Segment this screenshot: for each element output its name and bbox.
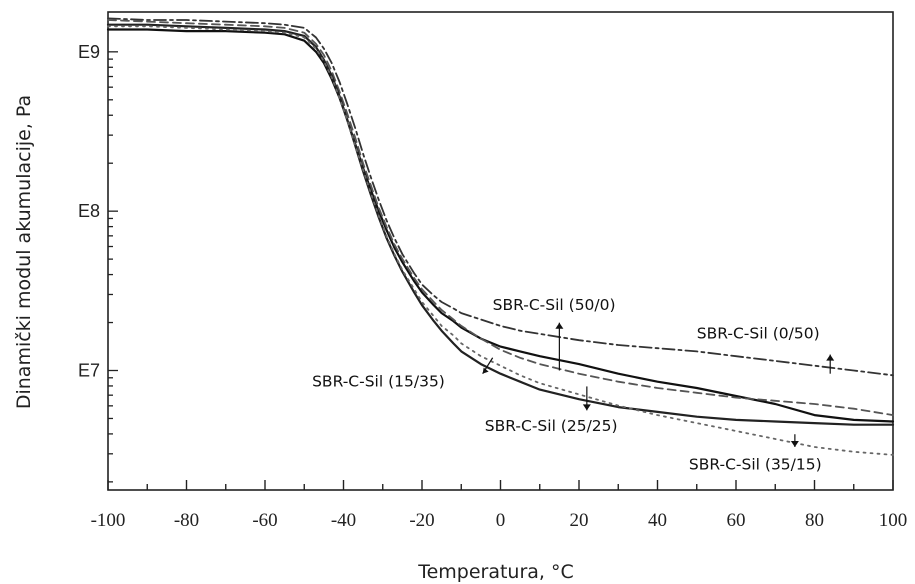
series-layer <box>106 17 895 456</box>
annotation-arrowhead <box>582 404 591 411</box>
y-axis-title: Dinamički modul akumulacije, Pa <box>13 95 35 409</box>
y-tick-label: E8 <box>78 201 100 221</box>
annotation-arrowhead <box>555 322 564 329</box>
series-line <box>107 17 894 377</box>
x-tick-label: -100 <box>91 510 126 531</box>
annotation-label: SBR-C-Sil (25/25) <box>485 417 618 435</box>
x-axis-title: Temperatura, °C <box>417 561 574 583</box>
x-tick-label: 100 <box>879 510 908 531</box>
annotation-label: SBR-C-Sil (15/35) <box>312 372 445 390</box>
x-tick-label: -20 <box>409 510 434 531</box>
series-line <box>106 23 895 426</box>
x-tick-label: -60 <box>252 510 277 531</box>
y-tick-label: E9 <box>78 42 100 62</box>
annotation-label: SBR-C-Sil (0/50) <box>697 325 820 343</box>
series-line <box>107 25 894 456</box>
annotation-arrowhead <box>482 367 489 374</box>
y-tick-label: E7 <box>78 361 100 381</box>
x-tick-label: 40 <box>648 510 667 531</box>
y-axis: E7 E8 E9 <box>78 42 118 483</box>
x-tick-label: 0 <box>496 510 506 531</box>
x-tick-label: -40 <box>331 510 356 531</box>
x-axis: -100 -80 -60 -40 -20 0 20 40 60 80 100 <box>91 480 908 531</box>
x-tick-label: 60 <box>727 510 746 531</box>
x-tick-label: 20 <box>570 510 589 531</box>
x-tick-label: -80 <box>174 510 199 531</box>
annotation-label: SBR-C-Sil (35/15) <box>689 455 822 473</box>
annotation-arrowhead <box>790 440 799 447</box>
annotation-label: SBR-C-Sil (50/0) <box>493 296 616 314</box>
annotation-layer: SBR-C-Sil (50/0) SBR-C-Sil (0/50) SBR-C-Si… <box>312 296 835 473</box>
series-line <box>107 19 894 416</box>
series-line <box>106 28 895 423</box>
annotation-arrowhead <box>826 354 835 361</box>
x-tick-label: 80 <box>805 510 824 531</box>
